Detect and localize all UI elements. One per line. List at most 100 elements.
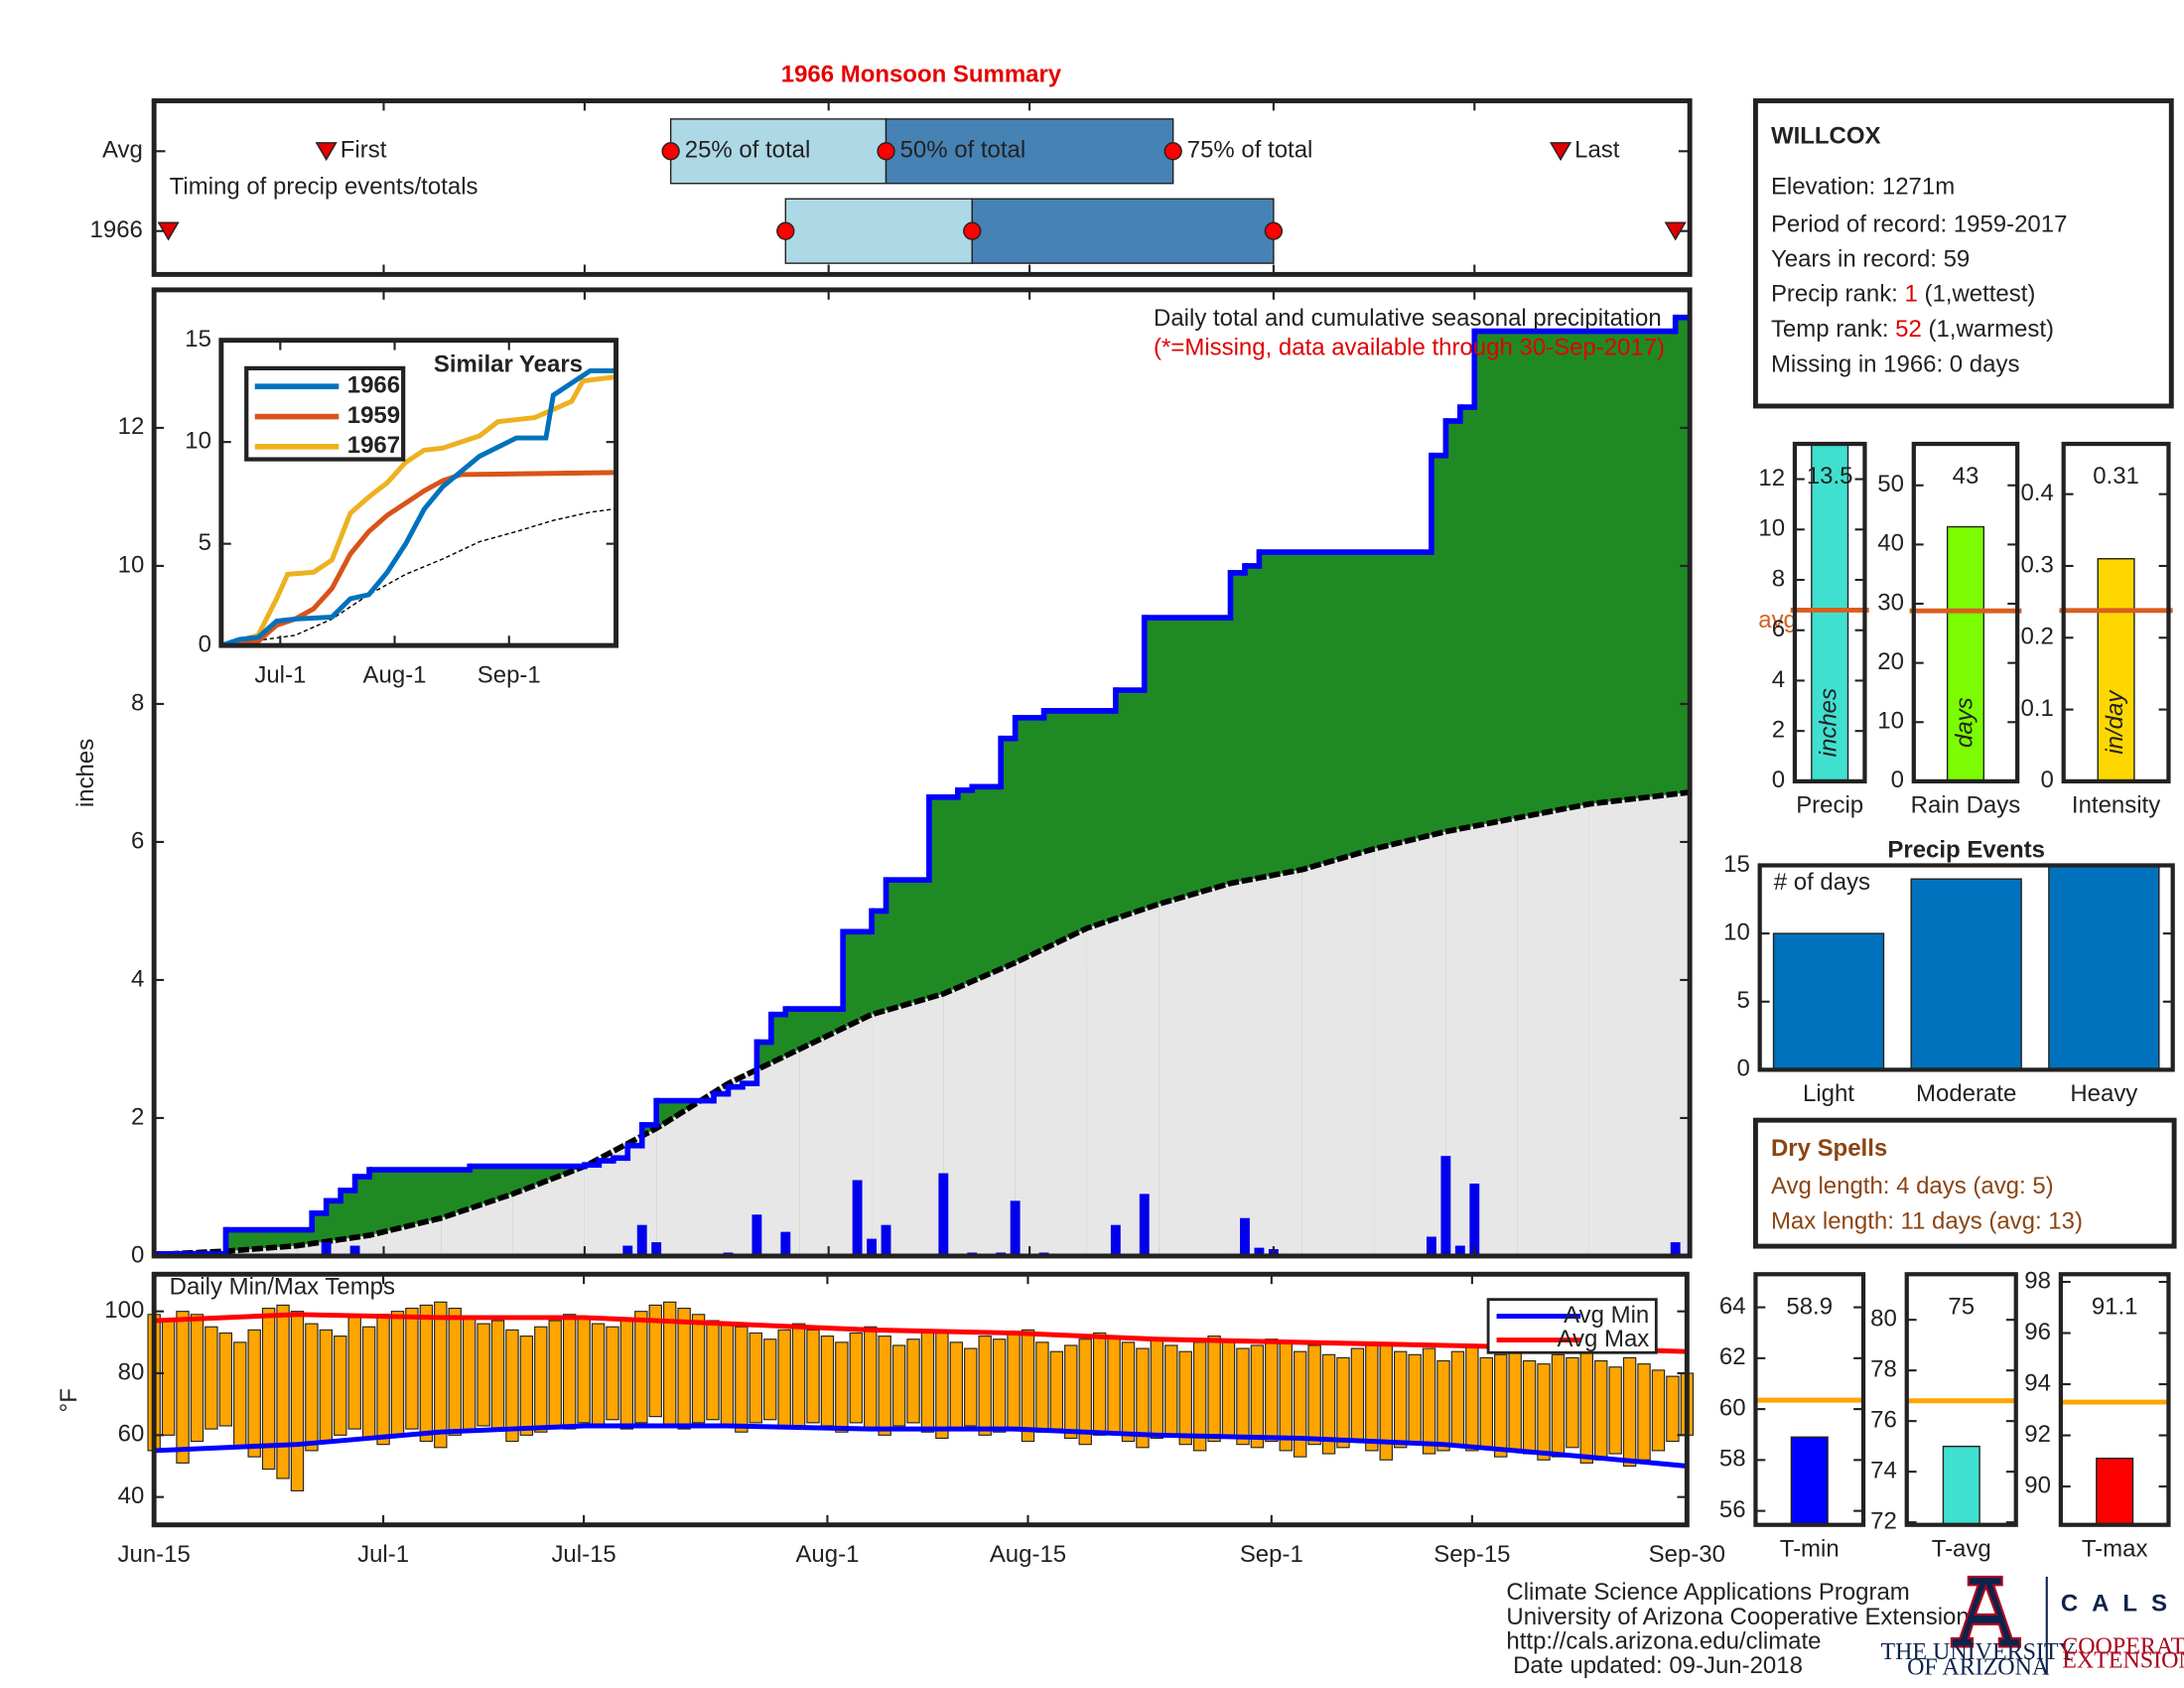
temp-range-bar	[261, 1308, 276, 1471]
panel-frame	[218, 338, 618, 648]
temp-range-bar	[390, 1311, 405, 1436]
x-tick-label: Aug-15	[990, 1541, 1066, 1568]
daily-bar	[1240, 1217, 1250, 1256]
dry-spells-info: Max length: 11 days (avg: 13)	[1771, 1207, 2083, 1234]
temp-range-bar	[233, 1341, 247, 1449]
x-tick-label: T-max	[2082, 1535, 2148, 1562]
y-tick-label: 0.3	[2020, 551, 2053, 578]
panel-frame	[1904, 1272, 2018, 1527]
quartile-box	[971, 198, 1275, 264]
y-tick-label: 5	[1736, 987, 1749, 1014]
temp-range-bar	[606, 1326, 619, 1421]
y-tick-label: 10	[185, 427, 211, 454]
event-marker	[157, 221, 180, 241]
bar-unit-label: days	[1951, 697, 1978, 748]
temp-range-bar	[1221, 1341, 1236, 1436]
y-tick-label: 94	[2024, 1369, 2051, 1396]
y-tick-label: 90	[2024, 1472, 2051, 1498]
rank-suffix: (1,warmest)	[1922, 316, 2054, 343]
temp-range-bar	[749, 1332, 762, 1424]
event-marker	[1664, 221, 1687, 241]
average-area	[872, 993, 944, 1256]
bar-unit-label: inches	[1816, 688, 1843, 757]
temp-range-bar	[677, 1308, 691, 1430]
avg-temp-line	[154, 1423, 1688, 1469]
daily-bar	[938, 1173, 949, 1256]
temp-range-bar	[1107, 1336, 1121, 1433]
temp-range-bar	[1092, 1332, 1107, 1436]
station-rank: Precip rank: 1 (1,wettest)	[1771, 281, 2035, 308]
y-tick-label: 98	[2024, 1267, 2051, 1294]
temp-range-bar	[1136, 1347, 1150, 1449]
quartile-marker	[1163, 142, 1182, 161]
bar-unit-label: in/day	[2102, 689, 2128, 755]
y-tick-label: 50	[1877, 471, 1904, 497]
y-axis-label: °F	[56, 1388, 82, 1412]
temp-range-bar	[791, 1323, 806, 1430]
x-tick-label: Jun-15	[118, 1541, 191, 1568]
series-line	[220, 470, 616, 648]
average-area	[656, 1083, 729, 1256]
cals-logo-text: EXTENSION	[2062, 1647, 2184, 1673]
temp-range-bar	[319, 1329, 334, 1443]
temp-range-bar	[205, 1326, 218, 1430]
daily-bar	[651, 1242, 662, 1256]
temp-range-bar	[176, 1311, 190, 1464]
panel-frame	[2061, 441, 2171, 784]
temp-range-bar	[247, 1329, 261, 1458]
temp-range-bar	[648, 1304, 662, 1418]
temp-range-bar	[1436, 1359, 1450, 1452]
timing-label: Last	[1574, 137, 1620, 164]
daily-bar	[1254, 1247, 1265, 1256]
legend-label: Avg Max	[1557, 1326, 1649, 1352]
y-tick-label: 0	[2040, 767, 2053, 793]
y-tick-label: 80	[1870, 1306, 1897, 1333]
temp-range-bar	[1164, 1344, 1178, 1436]
station-name: WILLCOX	[1771, 123, 1881, 150]
rank-value: 52	[1895, 316, 1922, 343]
y-tick-label: 6	[1772, 616, 1785, 642]
daily-bar	[622, 1245, 633, 1256]
legend-label: 1966	[347, 372, 400, 399]
daily-bar	[349, 1245, 360, 1256]
daily-bar	[1670, 1242, 1681, 1256]
temp-range-bar	[1537, 1363, 1551, 1461]
timing-label: 50% of total	[900, 137, 1026, 164]
value-label: 91.1	[2092, 1293, 2138, 1320]
panel-frame	[151, 287, 1693, 1259]
temp-range-bar	[1494, 1353, 1508, 1458]
quartile-box	[784, 198, 973, 264]
x-tick-label: Moderate	[1916, 1080, 2016, 1107]
average-area	[1230, 869, 1302, 1256]
timing-label: 25% of total	[685, 137, 811, 164]
y-tick-label: 56	[1719, 1496, 1746, 1523]
y-tick-label: 0	[1772, 767, 1785, 793]
ua-logo-text: THE UNIVERSITY	[1880, 1639, 2075, 1665]
quartile-marker	[877, 142, 895, 161]
temp-range-bar	[577, 1317, 591, 1424]
quartile-box	[669, 118, 887, 185]
x-tick-label: Sep-15	[1433, 1541, 1510, 1568]
temp-range-bar	[992, 1338, 1007, 1433]
footer-line: http://cals.arizona.edu/climate	[1506, 1627, 1821, 1654]
daily-bar	[1139, 1194, 1150, 1256]
y-tick-label: 5	[199, 529, 211, 556]
temp-range-bar	[1064, 1344, 1078, 1440]
station-rank: Temp rank: 52 (1,warmest)	[1771, 316, 2054, 343]
y-tick-label: 0	[1736, 1055, 1749, 1082]
temp-range-bar	[305, 1323, 319, 1452]
y-tick-label: 40	[118, 1482, 145, 1509]
temp-range-bar	[161, 1320, 176, 1436]
temp-range-bar	[1178, 1350, 1192, 1446]
panel-frame	[1792, 441, 1867, 784]
temp-range-bar	[1336, 1356, 1350, 1449]
station-info: Missing in 1966: 0 days	[1771, 351, 2019, 377]
panel-frame	[1757, 863, 2175, 1072]
temp-range-bar	[735, 1326, 749, 1433]
station-info: Period of record: 1959-2017	[1771, 211, 2067, 237]
row-label: 1966	[90, 216, 143, 243]
y-tick-label: 0	[199, 631, 211, 657]
temp-range-bar	[1465, 1344, 1479, 1452]
value-label: 43	[1953, 463, 1979, 490]
